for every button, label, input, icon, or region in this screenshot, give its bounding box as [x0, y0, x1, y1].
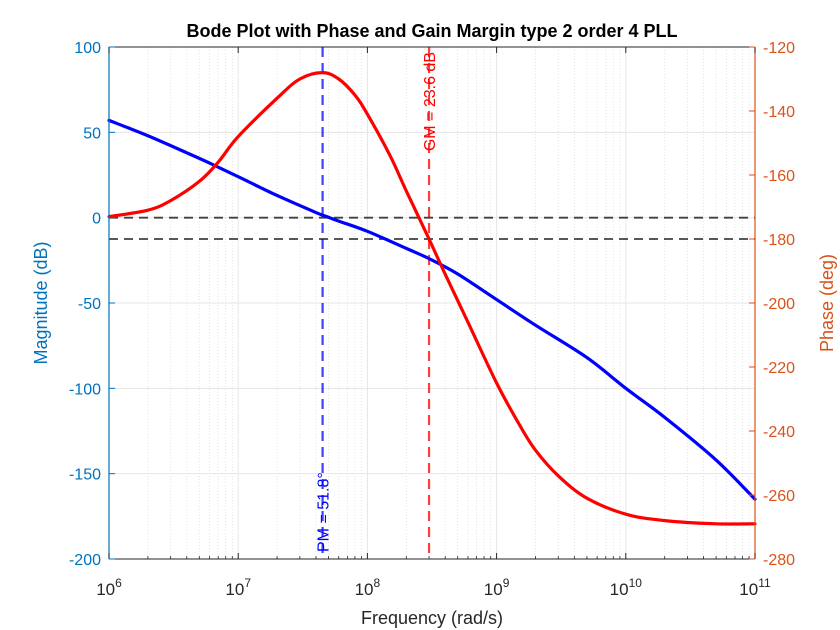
y-tick-label-left: -150: [69, 467, 101, 484]
reference-lines: [109, 216, 755, 240]
y-axis-label-left: Magnitude (dB): [31, 241, 51, 364]
tick-labels: 106 107 108 109 1010 1011 100 50 0 -50 -100 -150 -20…: [69, 40, 795, 599]
y-tick-label-left: 100: [74, 40, 101, 57]
gm-annotation: GM = 23.6 dB: [422, 52, 439, 151]
x-tick-label: 107: [225, 576, 251, 599]
y-tick-label-right: -180: [763, 232, 795, 249]
chart-title: Bode Plot with Phase and Gain Margin typ…: [186, 21, 677, 41]
x-tick-label: 106: [96, 576, 122, 599]
y-tick-label-right: -200: [763, 296, 795, 313]
x-tick-label: 1011: [739, 576, 771, 599]
margin-lines: PM = 51.8° GM = 23.6 dB: [316, 47, 439, 559]
x-tick-label: 109: [484, 576, 510, 599]
y-tick-label-right: -240: [763, 424, 795, 441]
y-tick-label-right: -220: [763, 360, 795, 377]
y-tick-label-left: -200: [69, 552, 101, 569]
x-tick-label: 108: [355, 576, 381, 599]
x-axis-label: Frequency (rad/s): [361, 608, 503, 628]
y-axis-label-right: Phase (deg): [817, 254, 837, 352]
pm-annotation: PM = 51.8°: [316, 472, 333, 552]
magnitude-line: [107, 118, 757, 501]
x-tick-label: 1010: [610, 576, 643, 599]
y-tick-label-left: 50: [83, 125, 101, 142]
y-tick-label-right: -120: [763, 40, 795, 57]
series-group: [107, 71, 757, 526]
y-tick-label-left: -100: [69, 381, 101, 398]
y-tick-label-right: -140: [763, 104, 795, 121]
phase-line: [107, 71, 757, 526]
y-tick-label-left: -50: [78, 296, 101, 313]
y-tick-label-right: -260: [763, 488, 795, 505]
y-tick-label-left: 0: [92, 211, 101, 228]
y-tick-label-right: -280: [763, 552, 795, 569]
y-tick-label-right: -160: [763, 168, 795, 185]
